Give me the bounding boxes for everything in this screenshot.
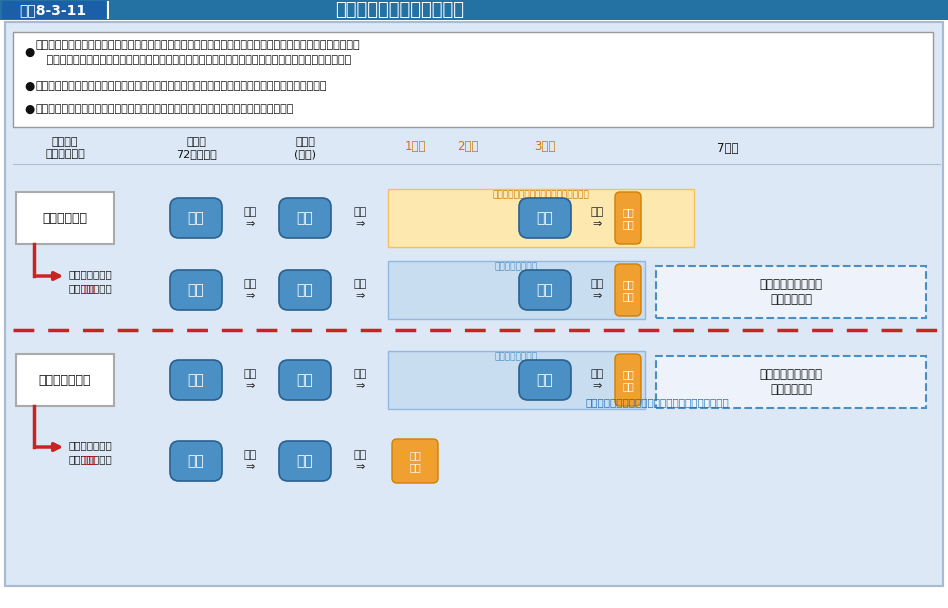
Text: 検査: 検査 <box>188 454 205 468</box>
FancyBboxPatch shape <box>170 441 222 481</box>
Text: 検査: 検査 <box>537 211 554 225</box>
Text: あり: あり <box>84 283 97 293</box>
FancyBboxPatch shape <box>279 441 331 481</box>
FancyBboxPatch shape <box>170 198 222 238</box>
FancyBboxPatch shape <box>279 198 331 238</box>
Text: 指定国・地域: 指定国・地域 <box>43 212 87 224</box>
Text: ３回目ワクチン: ３回目ワクチン <box>69 440 113 450</box>
Bar <box>388 261 645 319</box>
Bar <box>107 1 109 19</box>
Bar <box>0 0 948 20</box>
Text: ７日間待機を原則としつつ、滞在国・地域、３回目ワクチン接種の有無に応じて待機期間を緩和する。: ７日間待機を原則としつつ、滞在国・地域、３回目ワクチン接種の有無に応じて待機期間… <box>36 55 352 65</box>
Text: 検査: 検査 <box>537 373 554 387</box>
FancyBboxPatch shape <box>615 192 641 244</box>
Text: 図表8-3-11: 図表8-3-11 <box>20 3 86 17</box>
Text: 陰性
⇒: 陰性 ⇒ <box>244 279 257 301</box>
FancyBboxPatch shape <box>519 270 571 310</box>
Text: 検査: 検査 <box>297 283 314 297</box>
Text: 接種ありの場合: 接種ありの場合 <box>69 454 113 464</box>
Text: 陰性
⇒: 陰性 ⇒ <box>354 279 367 301</box>
Text: 検査: 検査 <box>297 211 314 225</box>
Text: 出国前検査、入国時検査、待機期間のフォローアップを維持することを前提に、入国者の待機期間について、: 出国前検査、入国時検査、待機期間のフォローアップを維持することを前提に、入国者の… <box>36 40 360 50</box>
Text: ●: ● <box>24 103 34 116</box>
Bar <box>16 354 114 406</box>
FancyBboxPatch shape <box>279 270 331 310</box>
Text: 7日目: 7日目 <box>718 142 738 154</box>
Text: 待機
なし: 待機 なし <box>410 450 421 472</box>
Text: 検査: 検査 <box>537 283 554 297</box>
Text: ＜自宅等で待機＞: ＜自宅等で待機＞ <box>495 263 538 272</box>
FancyBboxPatch shape <box>615 264 641 316</box>
Text: 2日目: 2日目 <box>457 139 479 153</box>
Text: ＜検疫所長が指定する宿泊施設で待機＞: ＜検疫所長が指定する宿泊施設で待機＞ <box>493 190 590 199</box>
Text: 陰性
⇒: 陰性 ⇒ <box>244 450 257 472</box>
Bar <box>388 189 694 247</box>
Text: 待機
解除: 待機 解除 <box>622 279 634 301</box>
Text: 自宅等待機のための自宅等までの移動（検査後２４時間）につき、公共交通機関を使用可とする。: 自宅等待機のための自宅等までの移動（検査後２４時間）につき、公共交通機関を使用可… <box>36 81 327 91</box>
Text: 陰性
⇒: 陰性 ⇒ <box>591 279 604 301</box>
FancyBboxPatch shape <box>170 270 222 310</box>
FancyBboxPatch shape <box>615 354 641 406</box>
Text: ＜自宅等で待機＞: ＜自宅等で待機＞ <box>495 353 538 362</box>
FancyBboxPatch shape <box>519 360 571 400</box>
FancyBboxPatch shape <box>279 360 331 400</box>
Text: 出国前
72時間以内: 出国前 72時間以内 <box>175 137 216 159</box>
Text: ＜入国者健康確認センターによるフォローアップ＞: ＜入国者健康確認センターによるフォローアップ＞ <box>585 397 729 407</box>
Text: 外国人の新規入国については、受入責任者の管理の下、観光目的以外の入国を認める。: 外国人の新規入国については、受入責任者の管理の下、観光目的以外の入国を認める。 <box>36 104 295 114</box>
Text: 検査: 検査 <box>188 211 205 225</box>
Text: 1日目: 1日目 <box>404 139 426 153</box>
Text: ３回目ワクチン: ３回目ワクチン <box>69 269 113 279</box>
Text: 陰性
⇒: 陰性 ⇒ <box>591 369 604 391</box>
Text: ●: ● <box>24 46 34 58</box>
Bar <box>16 192 114 244</box>
Text: 待機
解除: 待機 解除 <box>622 207 634 229</box>
Text: 接種ありの場合: 接種ありの場合 <box>69 283 113 293</box>
Text: 陰性
⇒: 陰性 ⇒ <box>354 450 367 472</box>
Text: 検査を受けない場合
は７日間待機: 検査を受けない場合 は７日間待機 <box>759 368 823 396</box>
Text: 入国前の
滞在国・地域: 入国前の 滞在国・地域 <box>46 137 85 159</box>
Text: 検査を受けない場合
は７日間待機: 検査を受けない場合 は７日間待機 <box>759 278 823 306</box>
Text: 検査: 検査 <box>188 373 205 387</box>
Text: ●: ● <box>24 80 34 92</box>
Text: 検査: 検査 <box>297 454 314 468</box>
Text: 非指定国・地域: 非指定国・地域 <box>39 373 91 387</box>
Text: あり: あり <box>84 454 97 464</box>
Text: 陰性
⇒: 陰性 ⇒ <box>244 207 257 229</box>
Text: 検査: 検査 <box>188 283 205 297</box>
FancyBboxPatch shape <box>170 360 222 400</box>
Text: 陰性
⇒: 陰性 ⇒ <box>244 369 257 391</box>
Text: 陰性
⇒: 陰性 ⇒ <box>591 207 604 229</box>
FancyBboxPatch shape <box>519 198 571 238</box>
Bar <box>2 1 106 19</box>
Text: 水際対策の見直しについて: 水際対策の見直しについて <box>336 1 465 19</box>
Text: 3日目: 3日目 <box>535 139 556 153</box>
Text: 待機
解除: 待機 解除 <box>622 369 634 391</box>
FancyBboxPatch shape <box>392 439 438 483</box>
Bar <box>13 32 933 127</box>
FancyBboxPatch shape <box>656 356 926 408</box>
Bar <box>388 351 645 409</box>
Text: 検査: 検査 <box>297 373 314 387</box>
Text: 陰性
⇒: 陰性 ⇒ <box>354 207 367 229</box>
Text: 陰性
⇒: 陰性 ⇒ <box>354 369 367 391</box>
Text: 入国時
(空港): 入国時 (空港) <box>294 137 316 159</box>
FancyBboxPatch shape <box>656 266 926 318</box>
